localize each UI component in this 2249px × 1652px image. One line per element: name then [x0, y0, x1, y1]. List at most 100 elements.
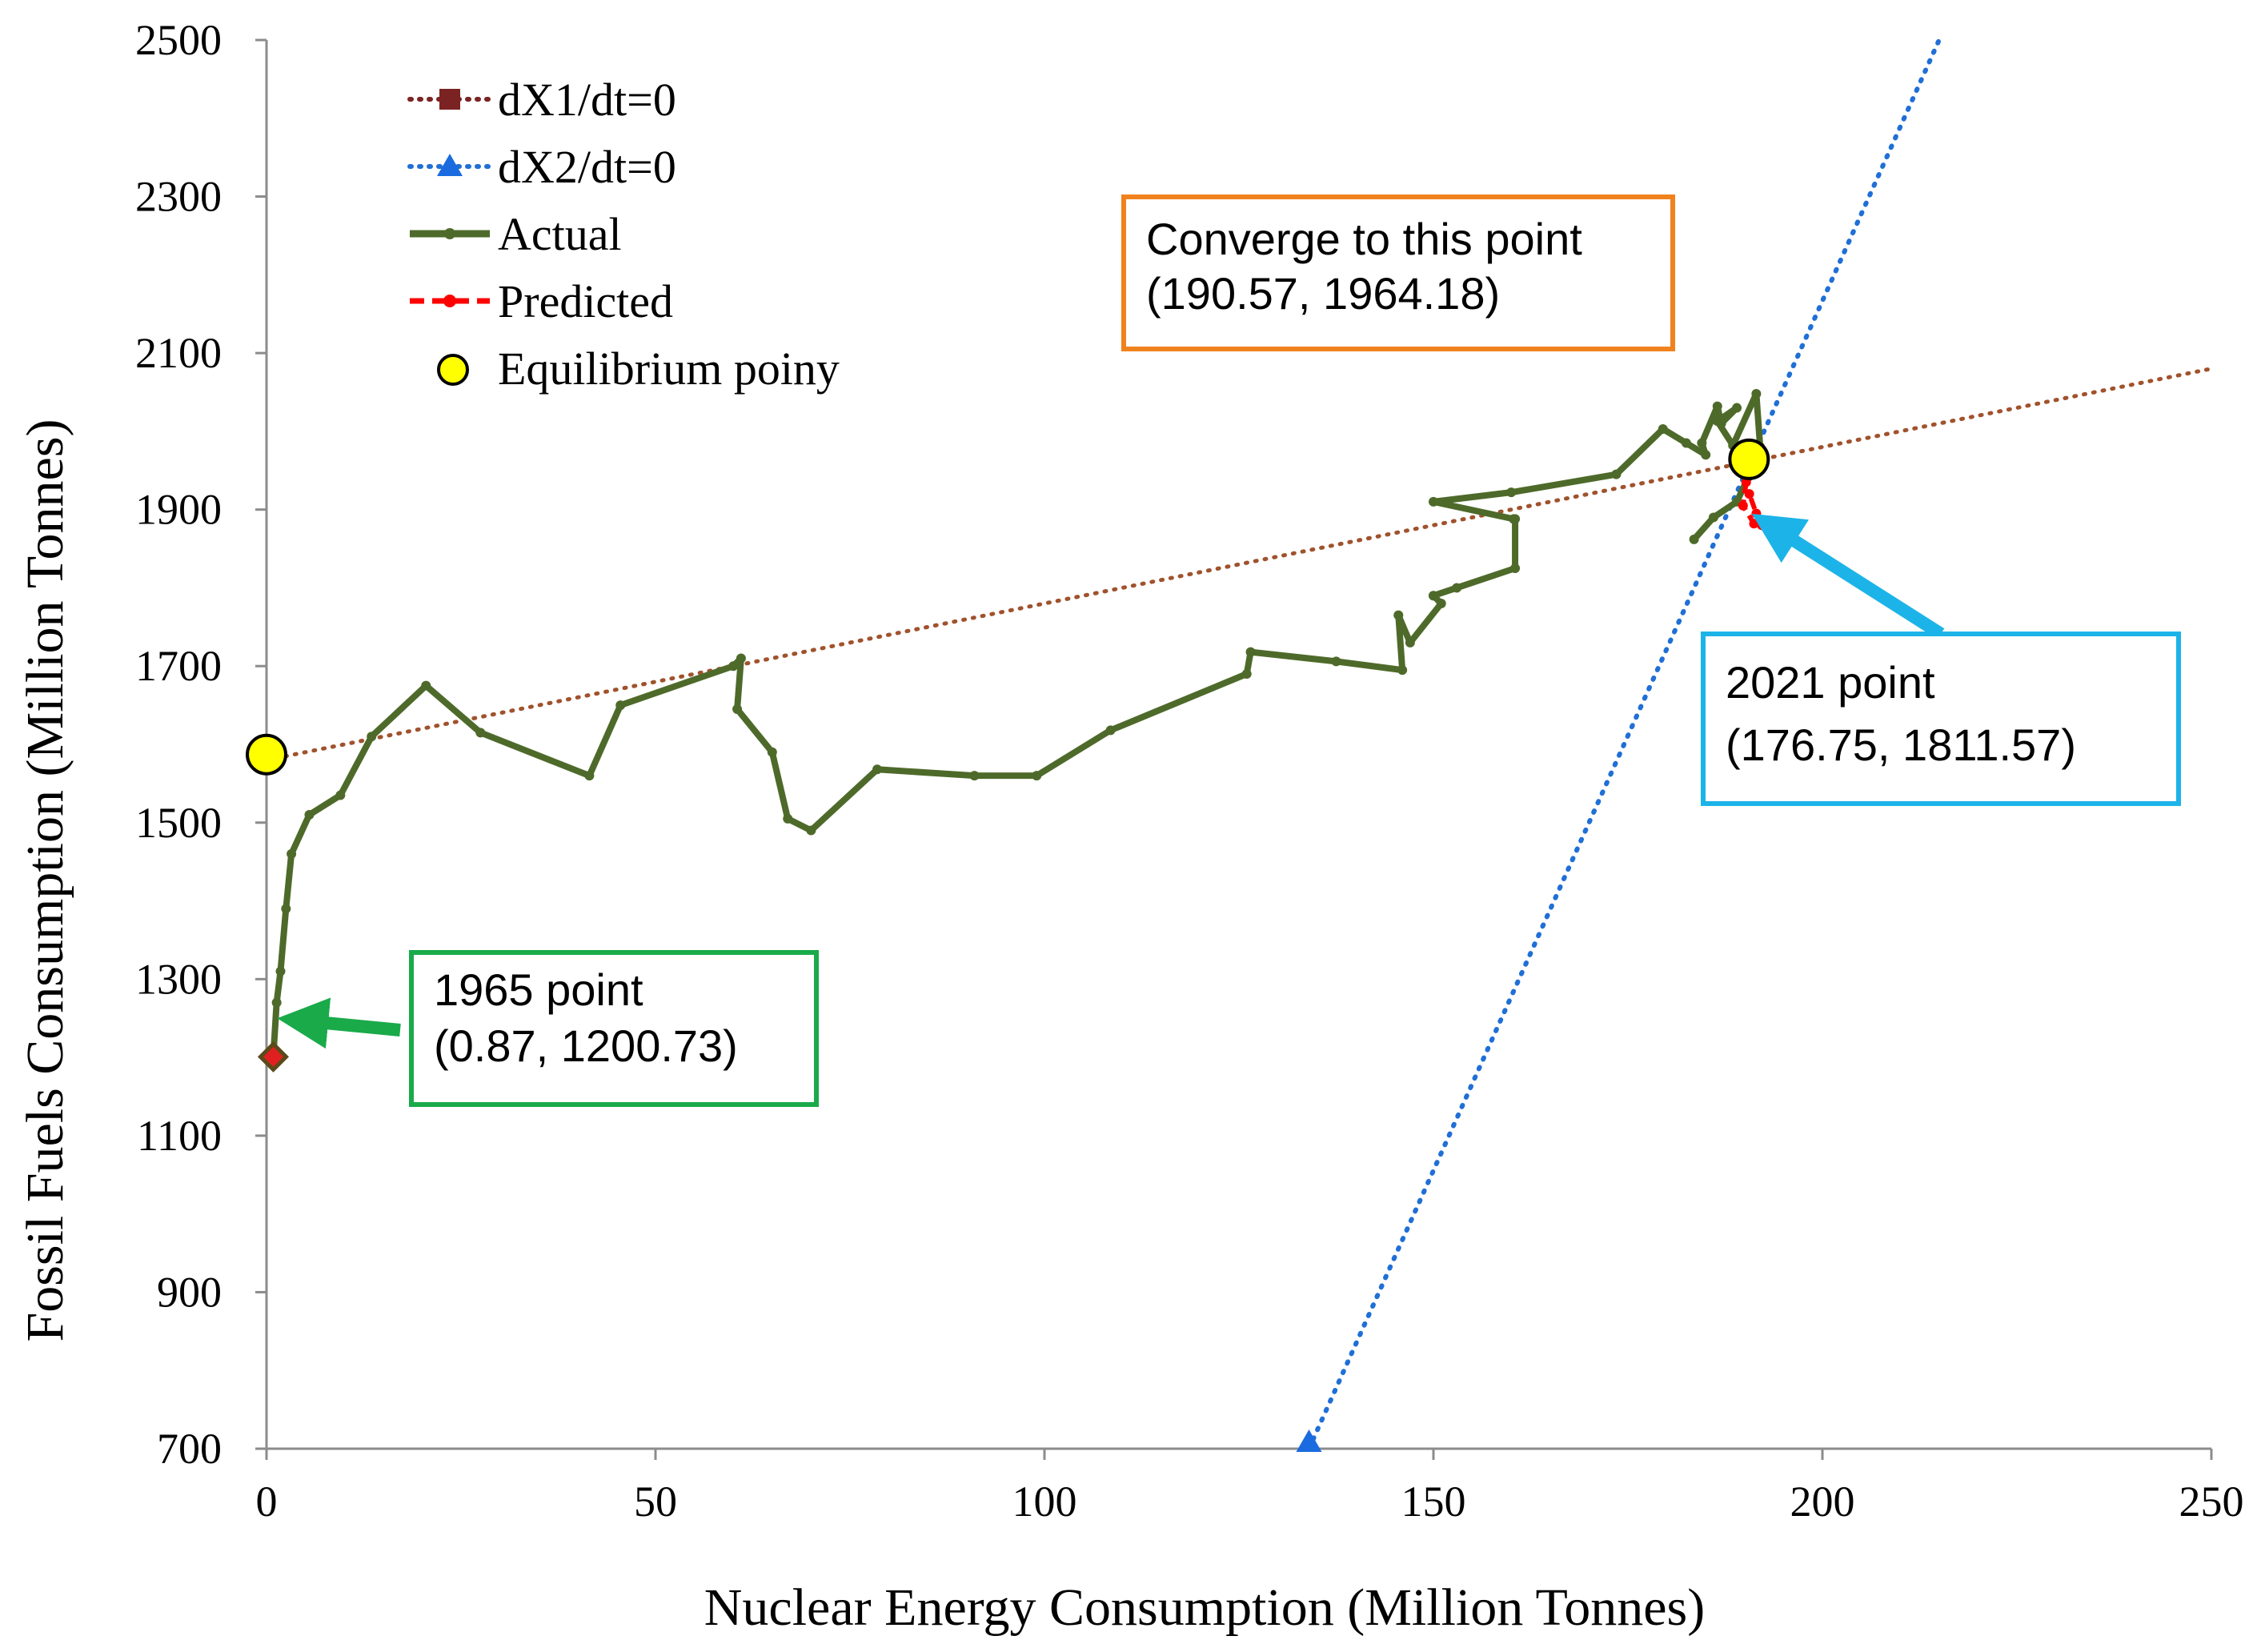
actual-point: [1506, 487, 1517, 498]
actual-point: [783, 813, 793, 824]
actual-point: [1712, 401, 1722, 411]
actual-point: [1658, 423, 1668, 434]
dx2-nullcline-line: [1306, 38, 1942, 1451]
actual-point: [1397, 665, 1408, 676]
actual-point: [1452, 583, 1462, 593]
legend-item-dx1: dX1/dt=0: [407, 74, 676, 126]
legend-equilibrium-label: Equilibrium poiny: [498, 343, 840, 395]
actual-point: [872, 764, 883, 775]
actual-point: [367, 732, 377, 742]
actual-point: [1429, 496, 1438, 507]
actual-series: [268, 388, 1766, 1062]
annotation-1965-box: [409, 950, 819, 1107]
actual-point: [1751, 388, 1762, 399]
predicted-point: [1738, 500, 1748, 511]
legend-dx2-label: dX2/dt=0: [498, 141, 676, 193]
legend-actual-dot-icon: [444, 228, 455, 239]
y-axis-ticks: 700 900 1100 1300 1500 1700 1900 2100 2300 2500: [135, 16, 267, 1473]
predicted-point: [1751, 508, 1762, 519]
y-tick-label: 900: [157, 1268, 222, 1316]
actual-point: [1405, 637, 1415, 648]
actual-point: [1436, 599, 1446, 608]
dx2-triangle-marker: [1296, 1429, 1322, 1452]
annotation-1965: 1965 point (0.87, 1200.73): [277, 950, 819, 1107]
actual-point: [1510, 563, 1521, 573]
actual-point: [1689, 534, 1699, 544]
annotation-1965-line-2: (0.87, 1200.73): [434, 1020, 738, 1071]
actual-point: [1712, 416, 1722, 427]
annotation-2021-line-1: 2021 point: [1726, 657, 1935, 708]
annotation-1965-line-1: 1965 point: [434, 964, 643, 1015]
nullcline-dx1-line: [264, 367, 2214, 763]
predicted-point: [1757, 520, 1767, 531]
actual-point: [1105, 725, 1116, 736]
x-axis-ticks: 0 50 100 150 200 250: [256, 1449, 2244, 1526]
annotation-converge-line-2: (190.57, 1964.18): [1146, 268, 1500, 319]
x-tick-label: 0: [256, 1478, 278, 1526]
y-tick-label: 700: [157, 1425, 222, 1473]
actual-point: [732, 704, 743, 714]
x-axis-title: Nuclear Energy Consumption (Million Tonn…: [704, 1578, 1705, 1637]
actual-point: [728, 661, 739, 672]
actual-point: [287, 848, 297, 859]
annotation-1965-arrow: [277, 997, 401, 1049]
legend-dx2-triangle-icon: [437, 154, 463, 176]
actual-point: [1732, 403, 1742, 413]
actual-point: [969, 771, 980, 781]
legend: dX1/dt=0 dX2/dt=0 Actual Predicted Equil…: [407, 74, 840, 395]
actual-point: [475, 728, 486, 738]
y-axis-title: Fossil Fuels Consumption (Million Tonnes…: [16, 419, 74, 1342]
legend-dx1-square-icon: [439, 89, 460, 110]
legend-predicted-dot-icon: [443, 295, 456, 307]
y-tick-label: 1100: [137, 1112, 222, 1160]
annotation-2021-line-2: (176.75, 1811.57): [1726, 720, 2076, 770]
equilibrium-point: [246, 733, 287, 776]
equilibrium-point: [1728, 438, 1770, 480]
nullcline-dx2-line: [1296, 38, 1942, 1452]
actual-point: [1611, 469, 1622, 479]
dx1-nullcline-line: [264, 367, 2214, 763]
y-tick-label: 1300: [135, 955, 222, 1003]
actual-point: [1393, 610, 1404, 620]
annotation-2021-box: [1701, 632, 2181, 806]
x-tick-label: 250: [2179, 1478, 2244, 1526]
actual-point: [1509, 514, 1519, 524]
annotation-2021-arrow: [1751, 513, 1945, 640]
legend-dx1-label: dX1/dt=0: [498, 74, 676, 126]
equilibrium-points: [246, 438, 1770, 776]
actual-point: [421, 680, 431, 691]
actual-point: [1708, 512, 1718, 523]
actual-point: [1331, 656, 1341, 667]
actual-point: [304, 810, 315, 820]
x-tick-label: 50: [634, 1478, 677, 1526]
start-point-marker: [257, 1041, 289, 1073]
actual-line: [270, 390, 1764, 1061]
predicted-point: [1744, 489, 1754, 499]
legend-actual-label: Actual: [498, 208, 622, 260]
y-tick-label: 1500: [135, 799, 222, 847]
y-tick-label: 1900: [135, 486, 222, 534]
actual-point: [1701, 450, 1711, 460]
actual-point: [736, 653, 746, 664]
y-tick-label: 2300: [135, 173, 222, 221]
actual-point: [1681, 438, 1691, 448]
x-tick-label: 200: [1790, 1478, 1855, 1526]
actual-point: [281, 904, 291, 914]
actual-point: [275, 966, 286, 976]
legend-item-predicted: Predicted: [410, 275, 673, 327]
legend-equilibrium-circle-icon: [437, 354, 469, 386]
y-tick-label: 1700: [135, 642, 222, 690]
x-tick-label: 100: [1012, 1478, 1077, 1526]
legend-item-actual: Actual: [410, 208, 622, 260]
y-tick-label: 2100: [135, 329, 222, 377]
start-diamond-marker: [257, 1041, 289, 1073]
annotation-2021: 2021 point (176.75, 1811.57): [1701, 513, 2181, 806]
legend-item-dx2: dX2/dt=0: [407, 141, 676, 193]
legend-item-equilibrium: Equilibrium poiny: [437, 343, 840, 395]
y-tick-label: 2500: [135, 16, 222, 64]
actual-point: [1429, 591, 1438, 601]
actual-point: [1032, 771, 1042, 781]
axes: 700 900 1100 1300 1500 1700 1900 2100 2300 2500 0…: [135, 16, 2244, 1526]
annotation-converge-box: [1121, 194, 1675, 351]
